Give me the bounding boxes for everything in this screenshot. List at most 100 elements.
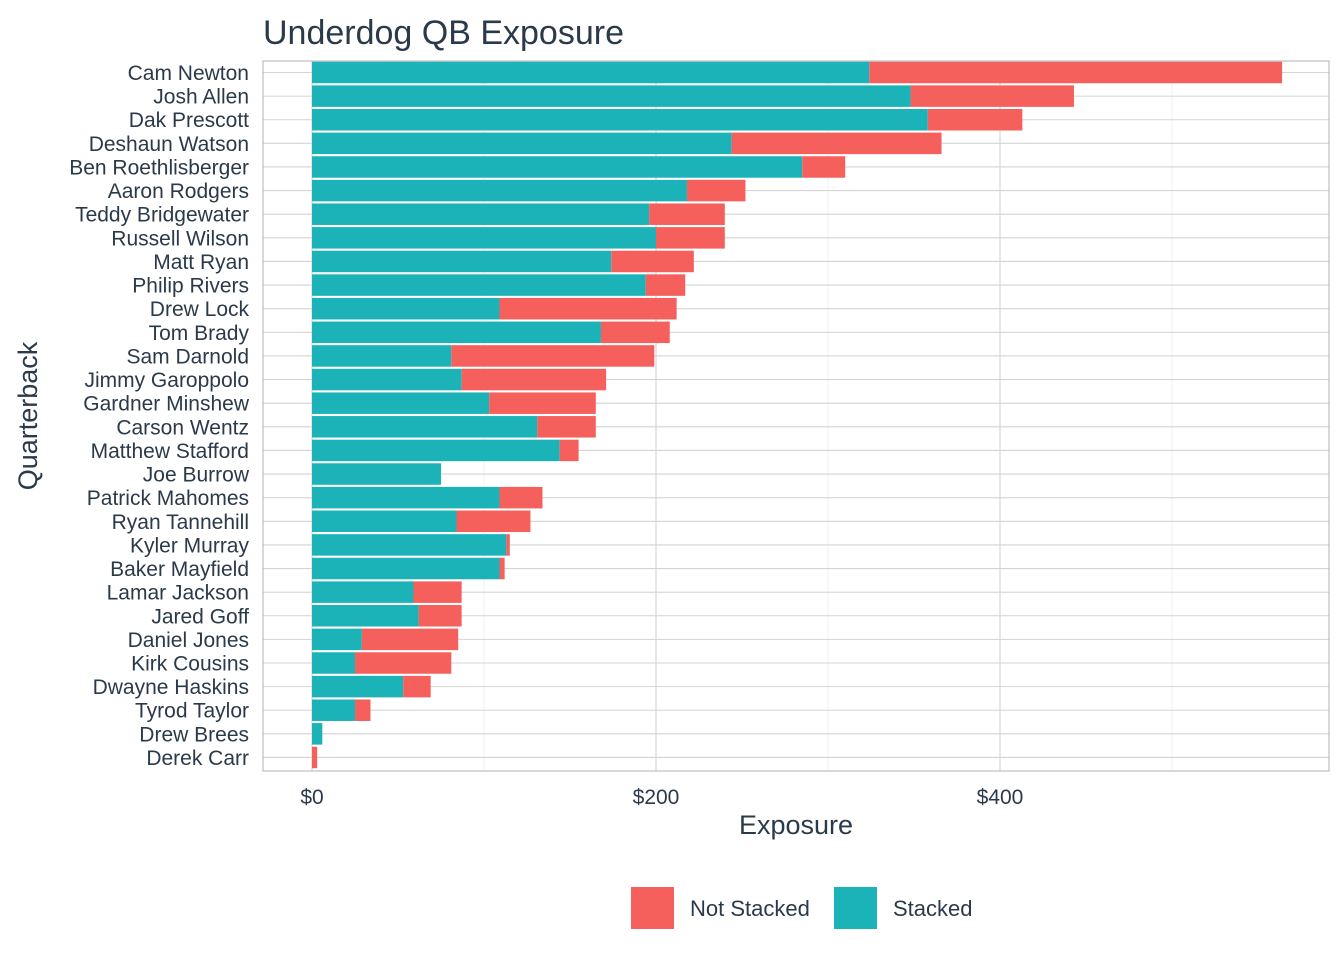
y-tick-label: Carson Wentz (116, 416, 249, 439)
y-tick-label: Philip Rivers (132, 275, 249, 298)
legend: Not Stacked Stacked (631, 887, 973, 929)
y-tick-label: Tom Brady (149, 322, 250, 345)
bar-stacked (312, 416, 538, 438)
bar-stacked (312, 439, 560, 462)
y-tick-label: Daniel Jones (128, 629, 249, 652)
y-tick-label: Teddy Bridgewater (75, 204, 249, 227)
bar-not-stacked (451, 345, 655, 367)
bar-not-stacked (645, 274, 686, 296)
bar-not-stacked (403, 675, 431, 698)
bar-stacked (312, 179, 687, 202)
y-tick-label: Russell Wilson (111, 227, 249, 250)
y-tick-label: Deshaun Watson (89, 133, 249, 156)
bar-not-stacked (499, 297, 677, 320)
bar-not-stacked (927, 108, 1023, 131)
y-tick-label: Matt Ryan (153, 251, 249, 274)
bar-not-stacked (649, 203, 725, 225)
bar-stacked (312, 61, 870, 84)
y-tick-label: Derek Carr (146, 747, 249, 770)
y-tick-label: Lamar Jackson (107, 582, 249, 605)
bar-not-stacked (489, 392, 596, 414)
y-tick-label: Baker Mayfield (110, 558, 249, 581)
bar-not-stacked (312, 746, 318, 769)
bar-stacked (312, 321, 601, 344)
bar-stacked (312, 132, 732, 155)
bars (312, 61, 1283, 769)
x-tick-label: $400 (977, 786, 1024, 809)
y-tick-label: Gardner Minshew (83, 393, 250, 416)
y-tick-label: Aaron Rodgers (108, 180, 249, 203)
bar-stacked (312, 392, 490, 414)
bar-stacked (312, 675, 404, 698)
bar-stacked (312, 628, 362, 651)
bar-stacked (312, 581, 414, 603)
bar-not-stacked (456, 510, 531, 533)
bar-stacked (312, 699, 355, 721)
bar-stacked (312, 250, 612, 273)
bar-stacked (312, 368, 462, 391)
legend-label: Not Stacked (690, 896, 810, 921)
y-tick-label: Sam Darnold (126, 345, 249, 368)
bar-stacked (312, 534, 507, 556)
y-tick-label: Dwayne Haskins (93, 676, 249, 699)
bar-stacked (312, 108, 928, 131)
legend-swatch (834, 887, 877, 929)
bar-not-stacked (418, 605, 462, 627)
y-tick-label: Jared Goff (151, 605, 249, 628)
legend-swatch (631, 887, 674, 929)
bar-not-stacked (600, 321, 670, 344)
bar-stacked (312, 227, 656, 249)
y-tick-label: Patrick Mahomes (87, 487, 249, 510)
bar-not-stacked (506, 534, 510, 556)
y-tick-label: Cam Newton (128, 62, 249, 85)
y-tick-label: Ryan Tannehill (112, 511, 249, 534)
y-tick-label: Joe Burrow (143, 464, 250, 487)
bar-stacked (312, 605, 419, 627)
bar-stacked (312, 652, 355, 674)
y-tick-label: Tyrod Taylor (135, 700, 249, 723)
bar-stacked (312, 85, 911, 107)
bar-not-stacked (499, 486, 543, 509)
bar-stacked (312, 345, 452, 367)
y-tick-label: Jimmy Garoppolo (84, 369, 249, 392)
y-axis-title: Quarterback (13, 341, 43, 490)
x-axis-title: Exposure (739, 810, 853, 840)
bar-stacked (312, 156, 803, 178)
y-tick-label: Kirk Cousins (131, 653, 249, 676)
bar-not-stacked (869, 61, 1283, 84)
plot-panel-border (262, 60, 1330, 772)
bar-stacked (312, 723, 323, 745)
bar-stacked (312, 203, 650, 225)
bar-stacked (312, 510, 457, 533)
bar-not-stacked (499, 557, 505, 580)
bar-stacked (312, 486, 500, 509)
y-tick-label: Josh Allen (153, 86, 249, 109)
bar-stacked (312, 557, 500, 580)
y-tick-label: Drew Lock (150, 298, 250, 321)
chart-title: Underdog QB Exposure (263, 14, 624, 52)
bar-stacked (312, 297, 500, 320)
y-tick-label: Kyler Murray (130, 534, 250, 557)
legend-item: Not Stacked (631, 887, 810, 929)
bar-not-stacked (910, 85, 1074, 107)
bar-not-stacked (413, 581, 462, 603)
bar-not-stacked (537, 416, 596, 438)
legend-label: Stacked (893, 896, 973, 921)
bar-not-stacked (361, 628, 459, 651)
y-tick-label: Ben Roethlisberger (69, 156, 249, 179)
bar-not-stacked (559, 439, 579, 462)
bar-stacked (312, 463, 441, 485)
bar-not-stacked (461, 368, 607, 391)
bar-not-stacked (686, 179, 746, 202)
y-tick-label: Drew Brees (139, 723, 249, 746)
legend-item: Stacked (834, 887, 973, 929)
bar-not-stacked (355, 699, 371, 721)
bar-stacked (312, 274, 646, 296)
bar-not-stacked (611, 250, 694, 273)
bar-not-stacked (355, 652, 452, 674)
bar-not-stacked (656, 227, 725, 249)
bar-not-stacked (731, 132, 942, 155)
x-tick-labels: $0 $200 $400 (300, 786, 1023, 809)
